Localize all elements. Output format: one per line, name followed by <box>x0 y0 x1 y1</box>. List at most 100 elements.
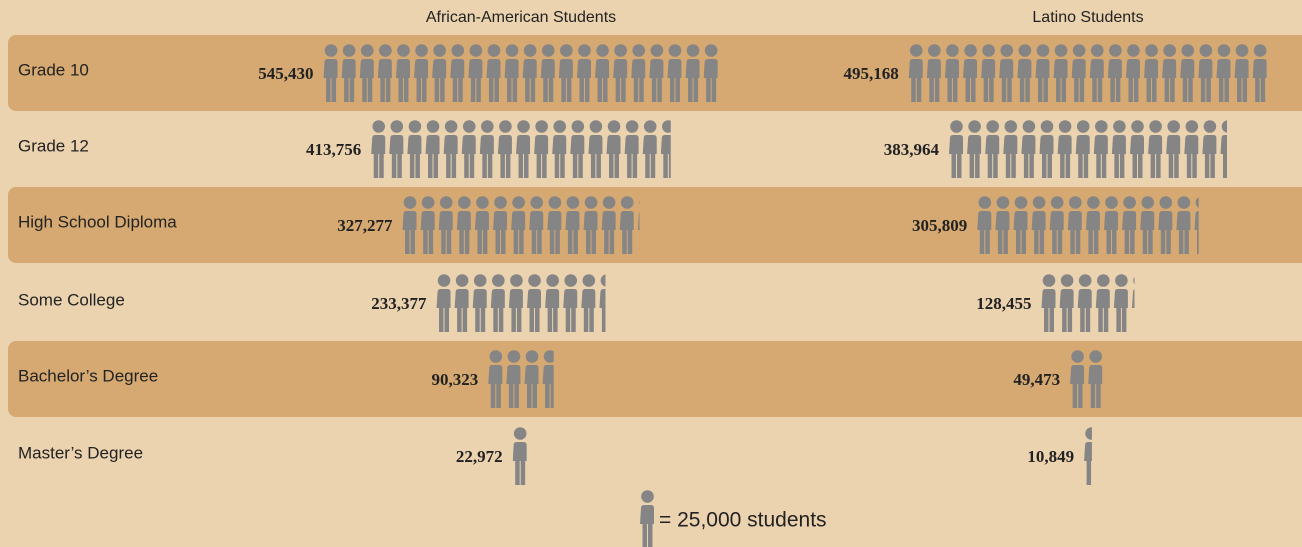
icon-clip <box>703 44 718 102</box>
icon-body <box>606 135 621 178</box>
icon-body <box>1132 289 1135 332</box>
icon-head <box>1050 196 1064 209</box>
icon-body <box>1017 59 1032 102</box>
icon-head <box>492 274 505 287</box>
icon-body <box>534 135 549 178</box>
icon-body <box>944 59 959 102</box>
icon-head <box>1181 44 1195 57</box>
icon-body <box>504 59 519 102</box>
icon-body <box>581 289 596 332</box>
icon-body <box>1158 211 1173 254</box>
icon-head <box>1000 44 1014 57</box>
icon-body <box>1003 135 1018 178</box>
icon-body <box>1148 135 1163 178</box>
icon-body <box>667 59 682 102</box>
icon-head <box>614 44 627 57</box>
icon-head <box>625 120 639 133</box>
icon-head <box>535 120 548 133</box>
icon-head <box>1022 120 1036 133</box>
icon-group <box>323 44 718 102</box>
icon-body <box>395 59 410 102</box>
icon-body <box>454 289 469 332</box>
icon-head <box>982 44 995 57</box>
icon-head <box>978 196 992 209</box>
icon-head <box>996 196 1010 209</box>
icon-body <box>703 59 718 102</box>
icon-head <box>1078 274 1092 287</box>
icon-body <box>558 59 573 102</box>
category-label: Grade 12 <box>18 136 89 155</box>
icon-head <box>704 44 718 57</box>
icon-body <box>389 135 404 178</box>
icon-body <box>511 211 526 254</box>
category-label: High School Diploma <box>18 212 177 231</box>
icon-body <box>1084 442 1092 485</box>
icon-clip <box>599 274 606 332</box>
icon-group <box>1070 350 1103 408</box>
row-band <box>8 341 1302 417</box>
icon-body <box>908 59 923 102</box>
value-label: 49,473 <box>1013 370 1060 389</box>
icon-body <box>1111 135 1126 178</box>
icon-body <box>1234 59 1249 102</box>
icon-head <box>578 44 591 57</box>
icon-head <box>1060 274 1074 287</box>
icon-head <box>1042 274 1056 287</box>
icon-body <box>1053 59 1068 102</box>
icon-body <box>1039 135 1054 178</box>
icon-body <box>468 59 483 102</box>
icon-head <box>986 120 1000 133</box>
icon-head <box>564 274 578 287</box>
icon-head <box>1036 44 1050 57</box>
icon-body <box>1067 211 1082 254</box>
icon-head <box>517 120 530 133</box>
icon-body <box>1049 211 1064 254</box>
icon-body <box>637 211 640 230</box>
icon-body <box>1103 211 1118 254</box>
icon-head <box>342 44 356 57</box>
icon-group <box>949 120 1227 178</box>
value-label: 22,972 <box>456 447 503 466</box>
icon-body <box>926 59 941 102</box>
icon-body <box>479 135 494 178</box>
icon-body <box>497 135 512 178</box>
icon-head <box>403 196 417 209</box>
icon-body <box>613 59 628 102</box>
icon-head <box>379 44 392 57</box>
icon-head <box>1032 196 1046 209</box>
icon-group <box>402 196 640 254</box>
icon-body <box>450 59 465 102</box>
icon-body <box>1220 135 1227 178</box>
value-label: 90,323 <box>432 370 479 389</box>
icon-group <box>436 274 606 332</box>
icon-head <box>530 196 544 209</box>
icon-head <box>1159 196 1173 209</box>
icon-head <box>444 120 458 133</box>
icon-head <box>525 350 539 363</box>
icon-clip <box>637 200 640 230</box>
icon-body <box>1077 289 1092 332</box>
icon-head <box>968 120 981 133</box>
icon-head <box>639 200 640 205</box>
icon-body <box>522 59 537 102</box>
icon-body <box>1059 289 1074 332</box>
icon-head <box>499 120 512 133</box>
icon-head <box>964 44 977 57</box>
icon-body <box>443 135 458 178</box>
icon-head <box>1085 427 1092 440</box>
icon-body <box>1194 211 1199 254</box>
icon-clip <box>1220 120 1227 178</box>
icon-body <box>963 59 978 102</box>
icon-head <box>602 196 616 209</box>
icon-body <box>1162 59 1177 102</box>
icon-head <box>1203 120 1217 133</box>
icon-body <box>1180 59 1195 102</box>
icon-body <box>545 289 560 332</box>
icon-body <box>1122 211 1137 254</box>
icon-head <box>469 44 483 57</box>
icon-head <box>589 120 603 133</box>
icon-head <box>437 274 451 287</box>
icon-head <box>528 274 541 287</box>
icon-head <box>476 196 489 209</box>
